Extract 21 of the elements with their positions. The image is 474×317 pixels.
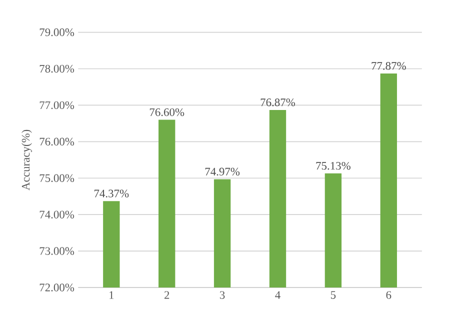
y-tick-label: 77.00% (40, 101, 74, 110)
y-tick-label: 76.00% (40, 138, 74, 146)
x-tick-label: 6 (386, 291, 392, 300)
data-label: 76.87% (260, 98, 296, 106)
data-label: 75.13% (316, 162, 350, 170)
y-tick-label: 74.00% (40, 210, 74, 219)
y-axis-title: Accuracy(%) (22, 130, 32, 190)
x-tick-label: 3 (220, 291, 225, 300)
x-tick-label: 2 (164, 291, 170, 299)
y-tick-label: 73.00% (40, 247, 74, 256)
y-tick-label: 75.00% (40, 174, 74, 182)
data-label: 74.97% (205, 168, 240, 176)
data-label: 74.37% (94, 190, 129, 198)
x-tick-label: 5 (331, 291, 336, 299)
x-tick-label: 1 (110, 291, 114, 299)
data-label: 76.60% (150, 108, 184, 116)
data-label: 77.87% (372, 62, 406, 70)
y-tick-label: 78.00% (40, 65, 74, 73)
y-tick-label: 79.00% (40, 28, 74, 36)
x-tick-label: 4 (275, 291, 280, 299)
y-tick-label: 72.00% (40, 284, 74, 292)
